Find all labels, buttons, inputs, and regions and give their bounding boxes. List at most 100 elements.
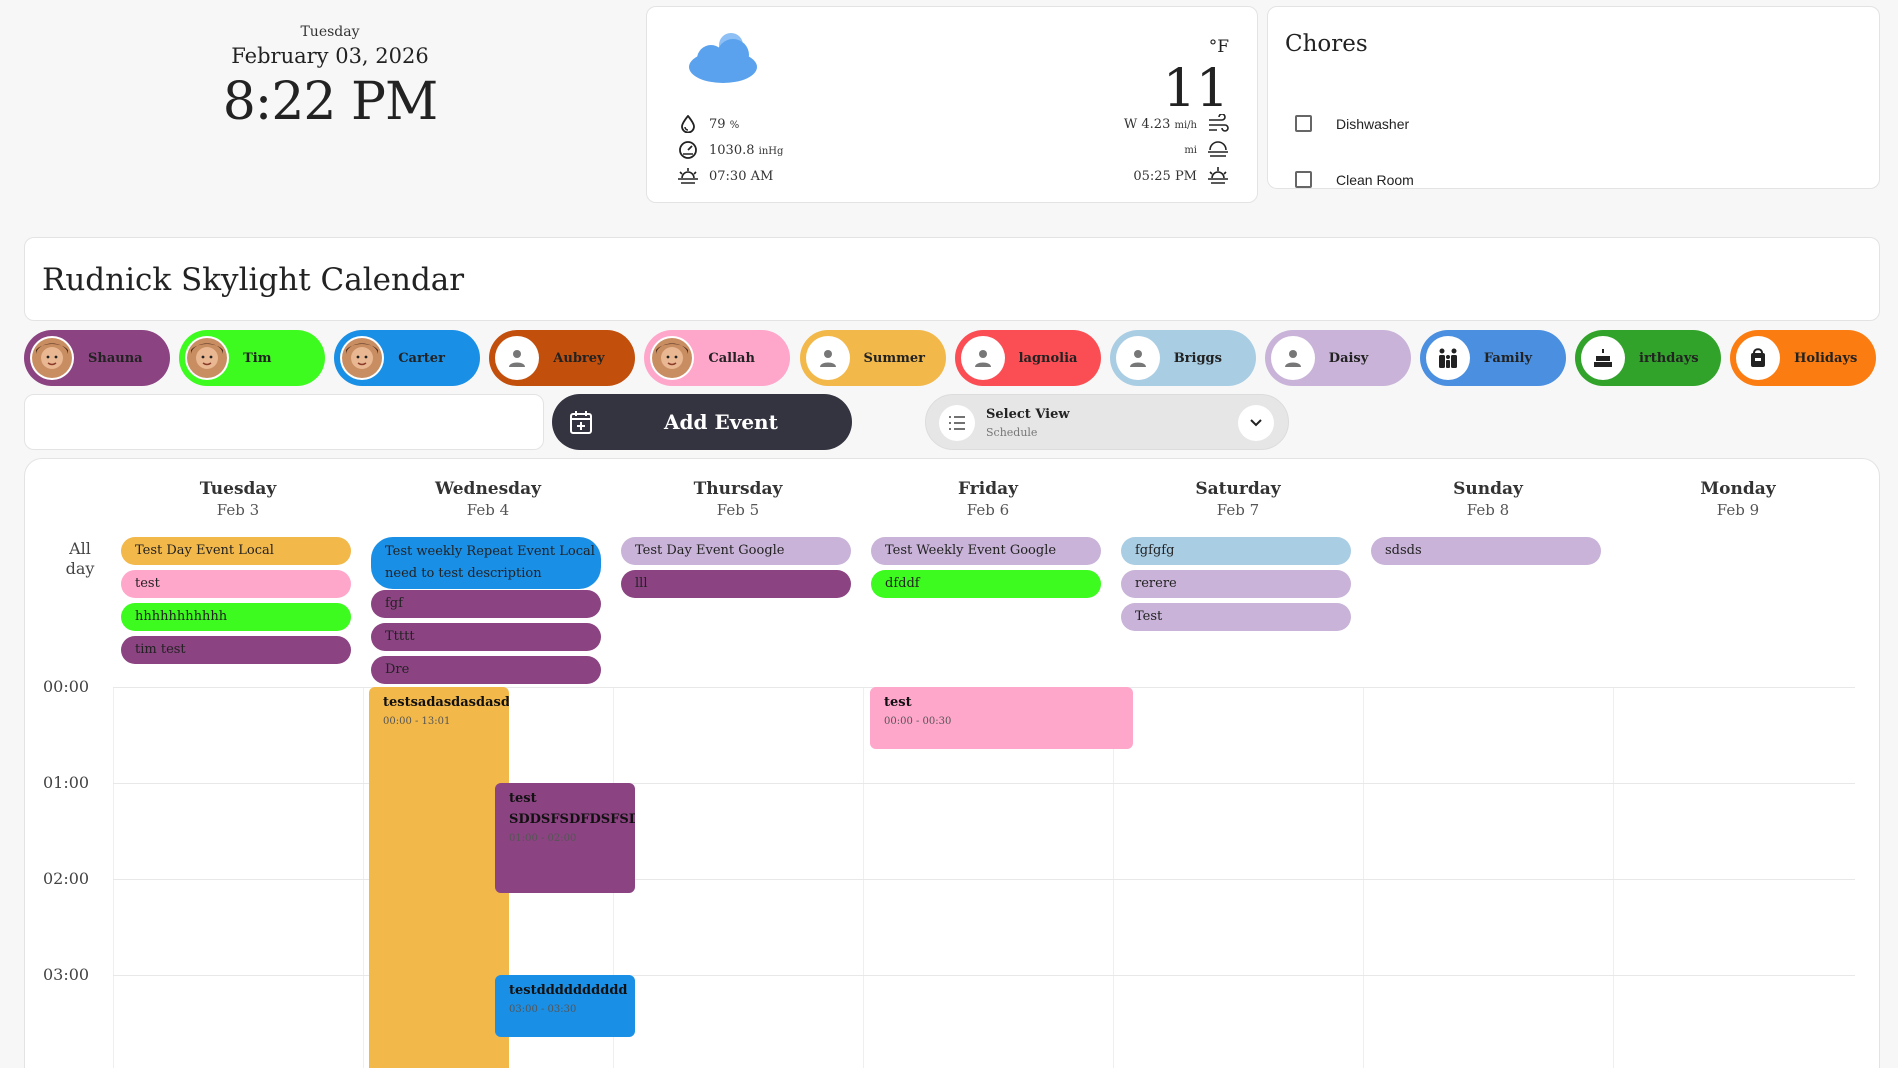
day-header[interactable]: Thursday Feb 5 — [613, 479, 863, 519]
day-name: Saturday — [1195, 479, 1281, 499]
person-chip-carter[interactable]: Carter — [334, 330, 481, 386]
timed-event[interactable]: test SDDSFSDFDSFSD 01:00 - 02:00 — [495, 783, 635, 893]
family-icon — [1425, 336, 1470, 380]
person-icon — [805, 336, 850, 380]
person-chip-aubrey[interactable]: Aubrey — [489, 330, 636, 386]
event-title: sdsds — [1385, 543, 1422, 558]
wind-value: W 4.23 — [1123, 116, 1171, 132]
person-chip-label: irthdays — [1639, 350, 1699, 366]
event-time: 01:00 - 02:00 — [509, 833, 577, 844]
day-date: Feb 3 — [216, 501, 260, 519]
add-event-button[interactable]: Add Event — [552, 394, 852, 450]
calendar-title: Rudnick Skylight Calendar — [42, 262, 465, 298]
sunset-time: 05:25 PM — [1133, 168, 1197, 184]
person-chip-irthdays[interactable]: irthdays — [1575, 330, 1721, 386]
timed-event[interactable]: testdddddddddd 03:00 - 03:30 — [495, 975, 635, 1037]
all-day-event[interactable]: fgf — [371, 590, 601, 618]
temperature: 11 — [1162, 59, 1229, 119]
all-day-event[interactable]: Test weekly Repeat Event Local need to te… — [371, 537, 601, 589]
day-name: Thursday — [693, 479, 783, 499]
chore-item[interactable]: Clean Room — [1295, 171, 1414, 188]
person-icon — [1270, 336, 1315, 380]
all-day-event[interactable]: Test Weekly Event Google — [871, 537, 1101, 565]
all-day-event[interactable]: Ttttt — [371, 623, 601, 651]
search-input[interactable] — [24, 394, 544, 450]
person-chip-shauna[interactable]: Shauna — [24, 330, 170, 386]
day-header[interactable]: Saturday Feb 7 — [1113, 479, 1363, 519]
calendar-title-bar: Rudnick Skylight Calendar — [24, 237, 1880, 321]
chore-checkbox[interactable] — [1295, 171, 1312, 188]
sunrise-time: 07:30 AM — [709, 168, 774, 184]
column-divider — [1613, 687, 1614, 1068]
sunrise-icon — [677, 165, 699, 187]
day-header[interactable]: Tuesday Feb 3 — [113, 479, 363, 519]
day-header[interactable]: Monday Feb 9 — [1613, 479, 1863, 519]
day-date: Feb 5 — [716, 501, 760, 519]
day-name: Wednesday — [435, 479, 541, 499]
all-day-event[interactable]: Test Day Event Local — [121, 537, 351, 565]
cake-icon — [1581, 336, 1625, 380]
person-chip-daisy[interactable]: Daisy — [1264, 330, 1411, 386]
column-divider — [1113, 687, 1114, 1068]
all-day-event[interactable]: fgfgfg — [1121, 537, 1351, 565]
bag-icon — [1736, 336, 1781, 380]
person-chip-tim[interactable]: Tim — [179, 330, 326, 386]
day-name: Monday — [1700, 479, 1776, 499]
all-day-event[interactable]: hhhhhhhhhhh — [121, 603, 351, 631]
person-chip-callah[interactable]: Callah — [644, 330, 791, 386]
column-divider — [1363, 687, 1364, 1068]
timed-event[interactable]: test 00:00 - 00:30 — [870, 687, 1133, 749]
all-day-event[interactable]: sdsds — [1371, 537, 1601, 565]
chore-checkbox[interactable] — [1295, 115, 1312, 132]
chore-item[interactable]: Dishwasher — [1295, 115, 1409, 132]
pressure-icon — [677, 139, 699, 161]
column-divider — [363, 687, 364, 1068]
person-chip-holidays[interactable]: Holidays — [1730, 330, 1877, 386]
all-day-event[interactable]: test — [121, 570, 351, 598]
event-description: SDDSFSDFDSFSD — [509, 812, 635, 827]
all-day-event[interactable]: Dre — [371, 656, 601, 684]
weather-widget: °F 11 79 % 1030.8 inHg 07:30 AM W 4.23 m… — [646, 6, 1258, 203]
person-chip-summer[interactable]: Summer — [799, 330, 946, 386]
event-title: testdddddddddd — [509, 983, 628, 998]
event-title: hhhhhhhhhhh — [135, 609, 228, 624]
event-title: fgf — [385, 596, 403, 611]
chores-title: Chores — [1285, 31, 1368, 57]
person-chip-family[interactable]: Family — [1419, 330, 1566, 386]
person-chip-lagnolia[interactable]: lagnolia — [954, 330, 1101, 386]
day-date: Feb 8 — [1466, 501, 1510, 519]
event-title: test — [509, 791, 537, 806]
event-title: Test Day Event Google — [635, 543, 785, 558]
calendar-week-view: All day Tuesday Feb 3 Wednesday Feb 4 Thursd… — [24, 458, 1880, 1068]
view-select[interactable]: Select View Schedule — [925, 394, 1289, 450]
avatar — [650, 336, 695, 380]
hour-label: 03:00 — [43, 965, 90, 984]
person-chip-briggs[interactable]: Briggs — [1109, 330, 1256, 386]
view-select-label: Select View — [986, 407, 1070, 422]
person-chip-label: Shauna — [88, 350, 143, 366]
event-title: rerere — [1135, 576, 1177, 591]
all-day-label: All day — [65, 539, 95, 578]
column-divider — [113, 687, 114, 1068]
day-header[interactable]: Wednesday Feb 4 — [363, 479, 613, 519]
all-day-event[interactable]: Test — [1121, 603, 1351, 631]
all-day-event[interactable]: lll — [621, 570, 851, 598]
day-header[interactable]: Friday Feb 6 — [863, 479, 1113, 519]
all-day-event[interactable]: Test Day Event Google — [621, 537, 851, 565]
person-chip-label: Holidays — [1794, 350, 1858, 366]
day-header[interactable]: Sunday Feb 8 — [1363, 479, 1613, 519]
event-title: Dre — [385, 662, 410, 677]
chevron-down-icon[interactable] — [1238, 405, 1274, 441]
event-title: lll — [635, 576, 648, 591]
chore-label: Clean Room — [1336, 171, 1414, 188]
event-title: Ttttt — [385, 629, 415, 644]
all-day-event[interactable]: rerere — [1121, 570, 1351, 598]
person-icon — [960, 336, 1005, 380]
chore-label: Dishwasher — [1336, 115, 1410, 132]
timed-event[interactable]: testsadasdasdasd 00:00 - 13:01 — [369, 687, 509, 1068]
hour-gridline — [113, 783, 1855, 784]
all-day-event[interactable]: dfddf — [871, 570, 1101, 598]
all-day-event[interactable]: tim test — [121, 636, 351, 664]
person-chip-label: Aubrey — [553, 350, 605, 366]
event-title: fgfgfg — [1135, 543, 1175, 558]
